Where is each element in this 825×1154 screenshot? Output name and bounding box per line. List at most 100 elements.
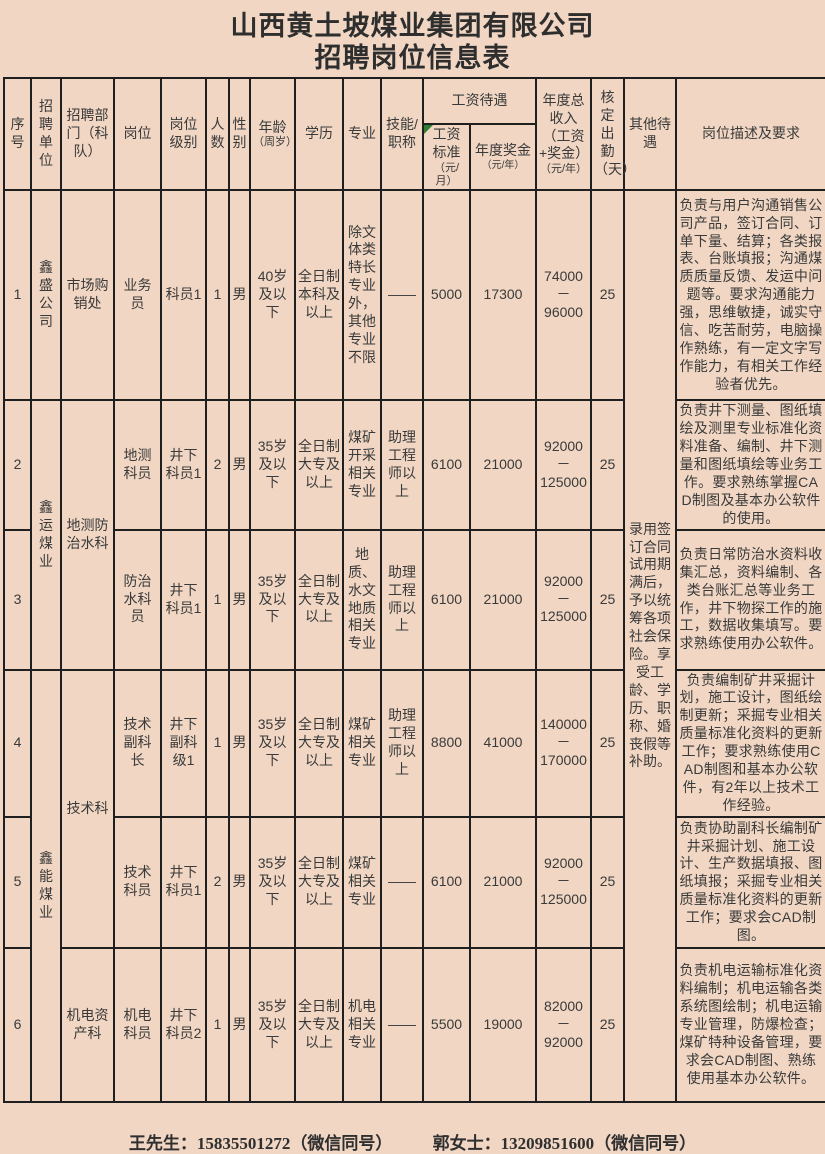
cell-major: 煤矿开采相关专业 <box>342 399 382 531</box>
cell-edu: 全日制大专及以上 <box>294 399 344 531</box>
cell-skill: 助理工程师以上 <box>380 399 424 531</box>
cell-salary: 6100 <box>422 815 471 949</box>
cell-level: 井下科员1 <box>160 528 207 671</box>
job-row-6: 6 机电资产科 机电科员 井下科员2 1 男 35岁及以下 全日制大专及以上 机… <box>3 946 825 1103</box>
cell-gender: 男 <box>228 946 251 1103</box>
cell-age: 35岁及以下 <box>249 399 296 531</box>
cell-gender: 男 <box>228 668 251 818</box>
cell-gender: 男 <box>228 815 251 949</box>
col-header-skill: 技能/职称 <box>380 76 424 192</box>
col-header-attendance: 核定出勤（天） <box>590 76 636 192</box>
cell-description: 负责机电运输标准化资料编制；机电运输各类系统图绘制；机电运输专业管理，防爆检查；… <box>675 946 825 1103</box>
col-header-edu: 学历 <box>294 76 344 192</box>
cell-dept: 机电资产科 <box>60 946 115 1103</box>
cell-corner-marker-icon <box>424 125 433 134</box>
cell-skill: —— <box>380 946 424 1103</box>
cell-total-income: 82000 － 92000 <box>535 946 592 1103</box>
cell-gender: 男 <box>228 189 251 402</box>
cell-major: 除文体类特长专业外，其他专业不限 <box>342 189 382 402</box>
cell-no: 1 <box>3 189 32 402</box>
cell-bonus: 41000 <box>469 668 537 818</box>
header-row-group: 序号 招聘单位 招聘部门（科队） 岗位 岗位级别 人数 性别 年龄 （周岁） 学… <box>3 76 825 192</box>
cell-attendance: 25 <box>590 668 625 818</box>
cell-level: 井下科员1 <box>160 815 207 949</box>
cell-count: 1 <box>205 189 230 402</box>
bonus-label: 年度奖金 <box>475 142 531 159</box>
age-unit-label: （周岁） <box>253 136 297 149</box>
cell-edu: 全日制大专及以上 <box>294 528 344 671</box>
header-row-sub: 工资标准 （元/月） 年度奖金 （元/年） <box>4 122 825 192</box>
col-header-gender: 性别 <box>228 76 251 192</box>
cell-dept: 技术科 <box>60 668 115 949</box>
salary-standard-unit-label: （元/月） <box>433 161 460 187</box>
cell-level: 井下副科级1 <box>160 668 207 818</box>
contact-footer: 王先生：15835501272（微信同号） 郭女士：13209851600（微信… <box>0 1129 825 1154</box>
recruitment-table: 序号 招聘单位 招聘部门（科队） 岗位 岗位级别 人数 性别 年龄 （周岁） 学… <box>3 76 825 1103</box>
job-row-3: 3 防治水科员 井下科员1 1 男 35岁及以下 全日制大专及以上 地质、水文地… <box>3 528 825 671</box>
cell-major: 煤矿相关专业 <box>342 815 382 949</box>
cell-post: 技术副科长 <box>113 668 162 818</box>
document-title: 山西黄土坡煤业集团有限公司 招聘岗位信息表 <box>0 0 825 74</box>
cell-post: 防治水科员 <box>113 528 162 671</box>
col-header-bonus: 年度奖金 （元/年） <box>469 122 537 192</box>
cell-bonus: 17300 <box>469 189 537 402</box>
cell-age: 35岁及以下 <box>249 668 296 818</box>
cell-bonus: 21000 <box>469 815 537 949</box>
cell-salary: 8800 <box>422 668 471 818</box>
cell-description: 负责编制矿井采掘计划，施工设计，图纸绘制更新；采掘专业相关质量标准化资料的更新工… <box>675 668 825 818</box>
cell-major: 煤矿相关专业 <box>342 668 382 818</box>
cell-dept: 市场购销处 <box>60 189 115 402</box>
cell-no: 4 <box>3 668 32 818</box>
cell-no: 6 <box>3 946 32 1103</box>
cell-total-income: 92000 － 125000 <box>535 528 592 671</box>
cell-age: 35岁及以下 <box>249 946 296 1103</box>
cell-gender: 男 <box>228 399 251 531</box>
cell-edu: 全日制大专及以上 <box>294 946 344 1103</box>
col-header-salary-standard: 工资标准 （元/月） <box>422 122 471 192</box>
total-income-label: 年度总收入（工资+奖金） <box>539 91 590 162</box>
cell-unit: 鑫运煤业 <box>30 399 62 671</box>
cell-total-income: 74000 － 96000 <box>535 189 592 402</box>
col-header-dept: 招聘部门（科队） <box>60 76 115 192</box>
col-header-count: 人数 <box>205 76 230 192</box>
cell-other-benefits: 录用签订合同试用期满后，予以统筹各项社会保险。享受工龄、学历、职称、婚丧假等补助… <box>623 189 677 1103</box>
cell-post: 技术科员 <box>113 815 162 949</box>
cell-unit: 鑫能煤业 <box>30 668 62 1103</box>
cell-skill: —— <box>380 815 424 949</box>
table-name: 招聘岗位信息表 <box>314 43 511 73</box>
cell-description: 负责日常防治水资料收集汇总，资料编制、各类台账汇总等业务工作，井下物探工作的施工… <box>675 528 825 671</box>
cell-salary: 5000 <box>422 189 471 402</box>
bonus-unit-label: （元/年） <box>481 160 525 172</box>
cell-attendance: 25 <box>590 399 625 531</box>
cell-bonus: 19000 <box>469 946 537 1103</box>
job-row-5: 5 技术科员 井下科员1 2 男 35岁及以下 全日制大专及以上 煤矿相关专业 … <box>3 815 825 949</box>
company-name: 山西黄土坡煤业集团有限公司 <box>230 11 595 41</box>
col-header-no: 序号 <box>3 76 32 192</box>
contact-person-2: 郭女士：13209851600（微信同号） <box>432 1133 697 1153</box>
cell-description: 负责协助副科长编制矿井采掘计划、施工设计、生产数据填报、图纸填报；采掘专业相关质… <box>675 815 825 949</box>
cell-unit: 鑫盛公司 <box>30 189 62 402</box>
cell-edu: 全日制大专及以上 <box>294 668 344 818</box>
col-header-age: 年龄 （周岁） <box>249 76 297 192</box>
cell-attendance: 25 <box>590 189 625 402</box>
cell-age: 35岁及以下 <box>249 815 296 949</box>
cell-total-income: 92000 － 125000 <box>535 815 592 949</box>
cell-skill: —— <box>380 189 424 402</box>
col-header-level: 岗位级别 <box>160 76 207 192</box>
col-header-major: 专业 <box>342 76 382 192</box>
cell-salary: 6100 <box>422 399 471 531</box>
col-header-other-benefits: 其他待遇 <box>623 76 677 192</box>
cell-attendance: 25 <box>590 815 625 949</box>
contact-person-1: 王先生：15835501272（微信同号） <box>128 1133 393 1153</box>
cell-salary: 5500 <box>422 946 471 1103</box>
cell-count: 1 <box>205 528 230 671</box>
age-label: 年龄 <box>258 118 287 135</box>
cell-description: 负责井下测量、图纸填绘及测里专业标准化资料准备、编制、井下测量和图纸填绘等业务工… <box>675 399 825 531</box>
cell-post: 业务员 <box>113 189 162 402</box>
cell-major: 机电相关专业 <box>342 946 382 1103</box>
col-header-unit: 招聘单位 <box>30 76 62 192</box>
cell-dept: 地测防治水科 <box>60 399 115 671</box>
cell-total-income: 92000 － 125000 <box>535 399 592 531</box>
cell-age: 40岁及以下 <box>249 189 296 402</box>
cell-no: 5 <box>3 815 32 949</box>
